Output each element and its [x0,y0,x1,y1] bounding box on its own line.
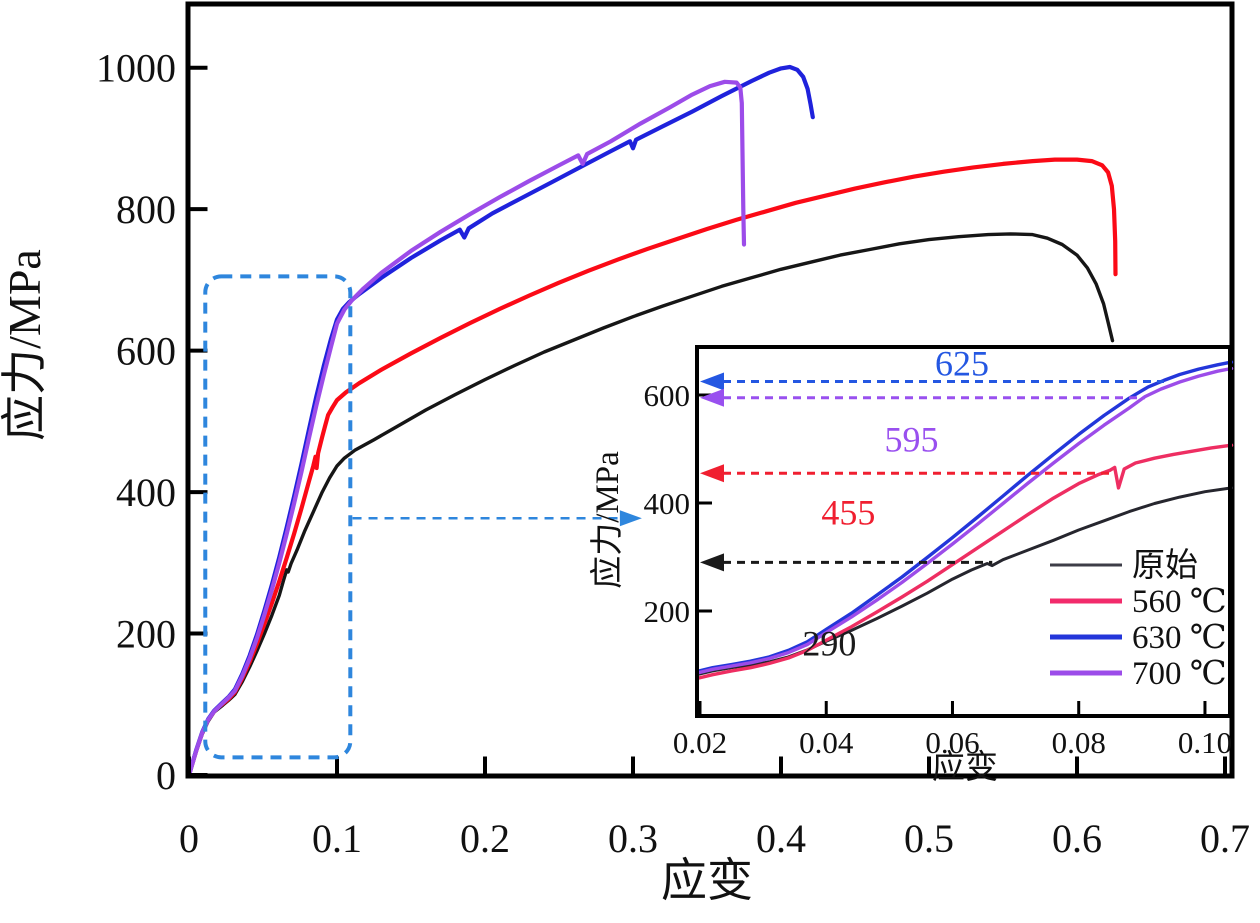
inset-y-axis-title: 应力/MPa [589,451,626,589]
x-tick-label: 0.5 [904,816,954,861]
curve-700c [695,366,1234,675]
x-tick-label: 0.02 [673,725,727,760]
y-tick-label: 0 [156,753,176,798]
x-tick-label: 0.4 [756,816,806,861]
main-extras [203,274,642,760]
inset-backdrop [695,345,1232,718]
yield-arrowhead-icon-625 [700,372,724,391]
x-tick-label: 0.1 [312,816,362,861]
legend-label-2: 630 ℃ [1132,620,1227,656]
x-tick-label: 0.2 [460,816,510,861]
x-tick-label: 0.3 [608,816,658,861]
x-tick-label: 0 [179,816,199,861]
legend-label-3: 700 ℃ [1132,656,1227,692]
legend-label-1: 560 ℃ [1132,584,1227,620]
y-tick-label: 200 [644,594,691,629]
curve-700c [186,79,747,778]
yield-value-label-455: 455 [821,493,875,533]
yield-arrowhead-icon-595 [700,388,724,407]
x-tick-label: 0.06 [925,725,979,760]
yield-value-label-595: 595 [884,419,938,459]
yield-value-label-625: 625 [935,344,989,384]
inset-x-axis-title: 应变 [932,749,998,786]
curve-560c [695,443,1234,681]
yield-arrowhead-icon-455 [700,464,724,483]
main-y-axis-title: 应力/MPa [0,249,50,441]
yield-value-label-290: 290 [802,623,856,663]
inset-axes: 0.02 0.04 0.06 0.08 0.10 200 400 600 [644,345,1232,760]
y-tick-label: 400 [644,486,691,521]
connector-arrowhead-icon [619,510,642,527]
x-tick-label: 0.10 [1178,725,1232,760]
y-tick-label: 600 [644,378,691,413]
legend-label-0: 原始 [1132,547,1198,584]
highlight-box [203,274,353,760]
main-x-axis-title: 应变 [661,855,753,906]
x-tick-label: 0.7 [1200,816,1250,861]
y-tick-label: 800 [116,187,176,232]
x-tick-label: 0.08 [1052,725,1106,760]
axis-frame [695,345,1232,718]
y-tick-label: 200 [116,612,176,657]
y-tick-label: 600 [116,329,176,374]
y-tick-label: 400 [116,470,176,515]
inset-background [695,345,1232,718]
main-series [186,64,1118,778]
yield-arrowhead-icon-290 [700,553,724,572]
y-tick-label: 1000 [96,46,176,91]
x-tick-label: 0.04 [799,725,854,760]
x-tick-label: 0.6 [1052,816,1102,861]
